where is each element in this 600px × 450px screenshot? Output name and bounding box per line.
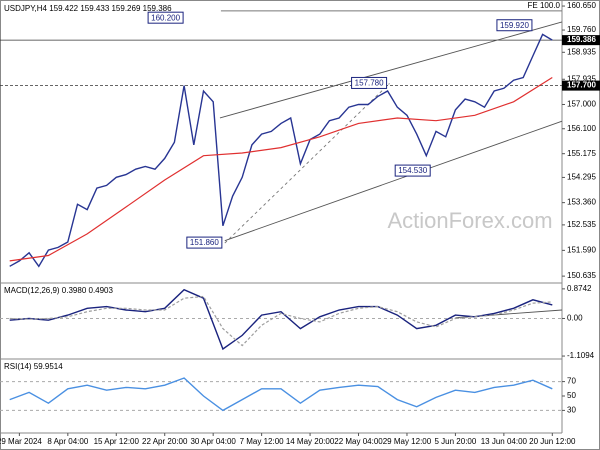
price-label: 159.386	[567, 35, 596, 44]
x-tick-label: 22 May 04:00	[334, 437, 383, 446]
fe-label: FE 100.0	[528, 1, 561, 10]
y-tick-label: 50	[567, 391, 576, 400]
annotation-label: 160.200	[151, 13, 180, 22]
annotation-box	[351, 76, 388, 89]
x-tick-label: 5 Jun 20:00	[435, 437, 477, 446]
y-tick-label: 150.635	[567, 271, 596, 280]
annotation-label: 159.920	[500, 21, 529, 30]
x-tick-label: 15 Apr 12:00	[94, 437, 140, 446]
y-tick-label: 159.760	[567, 25, 596, 34]
price-label-box	[562, 35, 600, 46]
annotation-box	[186, 236, 223, 249]
x-tick-label: 22 Apr 20:00	[142, 437, 188, 446]
x-tick-label: 14 May 20:00	[286, 437, 335, 446]
series-line	[9, 33, 553, 268]
x-tick-label: 8 Apr 04:00	[47, 437, 88, 446]
x-tick-label: 29 Mar 2024	[0, 437, 42, 446]
annotation-label: 154.530	[398, 166, 427, 175]
trend-line	[224, 120, 563, 242]
annotation-box	[394, 164, 431, 177]
series-line	[9, 76, 553, 262]
panel-title: USDJPY,H4 159.422 159.433 159.269 159.38…	[4, 4, 172, 13]
y-tick-label: 151.590	[567, 245, 596, 254]
series-line	[9, 377, 553, 412]
y-tick-label: 158.935	[567, 47, 596, 56]
annotation-label: 157.780	[355, 79, 384, 88]
annotation-box	[147, 11, 184, 24]
y-tick-label: 154.295	[567, 173, 596, 182]
y-tick-label: 30	[567, 406, 576, 415]
x-tick-label: 29 May 12:00	[383, 437, 432, 446]
y-tick-label: 157.000	[567, 100, 596, 109]
price-label-box	[562, 80, 600, 91]
trend-line	[219, 21, 563, 119]
price-label: 157.700	[567, 81, 596, 90]
y-tick-label: 156.100	[567, 124, 596, 133]
y-tick-label: 157.935	[567, 74, 596, 83]
series-line	[9, 295, 553, 347]
x-tick-label: 7 May 12:00	[240, 437, 285, 446]
y-tick-label: -1.1094	[567, 351, 595, 360]
watermark: ActionForex.com	[387, 208, 552, 233]
panel-title: RSI(14) 59.9514	[4, 362, 63, 371]
y-tick-label: 0.8742	[567, 284, 592, 293]
x-tick-label: 30 Apr 04:00	[190, 437, 236, 446]
x-tick-label: 13 Jun 04:00	[481, 437, 528, 446]
panel-title: MACD(12,26,9) 0.3980 0.4903	[4, 286, 114, 295]
y-tick-label: 155.175	[567, 149, 596, 158]
series-line	[9, 288, 553, 351]
y-tick-label: 0.00	[567, 314, 583, 323]
trend-line	[224, 83, 390, 244]
annotation-box	[496, 19, 533, 32]
annotation-label: 151.860	[190, 238, 219, 247]
y-tick-label: 153.360	[567, 198, 596, 207]
y-tick-label: 70	[567, 377, 576, 386]
x-tick-label: 20 Jun 12:00	[529, 437, 576, 446]
y-tick-label: 160.650	[567, 1, 596, 10]
y-tick-label: 152.535	[567, 220, 596, 229]
